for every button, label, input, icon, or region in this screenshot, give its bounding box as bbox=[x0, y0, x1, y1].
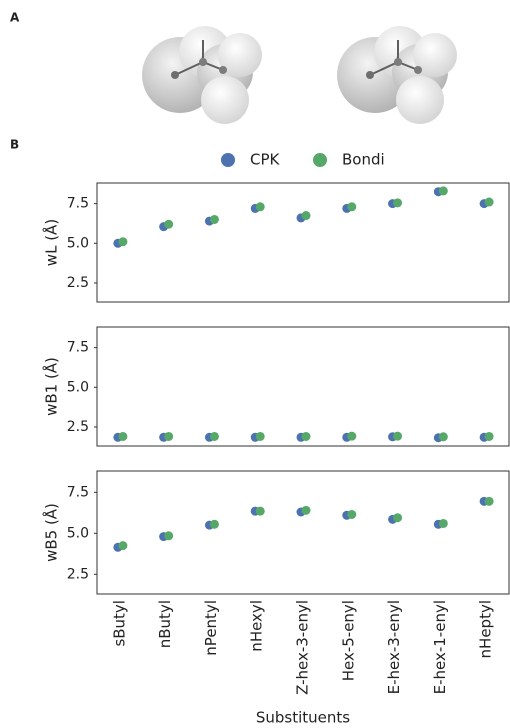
point bbox=[255, 431, 265, 441]
point bbox=[118, 541, 128, 551]
axes-frame bbox=[96, 326, 510, 447]
x-axis-label: Substituents bbox=[256, 709, 350, 727]
panel-label: A bbox=[10, 11, 20, 25]
y-tick-label: 2.5 bbox=[67, 566, 89, 582]
point bbox=[209, 214, 219, 224]
panel-label: B bbox=[10, 138, 19, 152]
y-tick-label: 7.5 bbox=[67, 196, 89, 212]
molecule bbox=[337, 26, 457, 124]
point bbox=[301, 505, 311, 515]
axes-frame bbox=[96, 470, 510, 595]
legend-marker bbox=[313, 153, 327, 167]
point bbox=[164, 531, 174, 541]
x-tick-label: E-hex-3-enyl bbox=[385, 600, 403, 694]
axes-frame bbox=[96, 182, 510, 303]
x-tick-label: nButyl bbox=[156, 600, 174, 648]
point bbox=[118, 431, 128, 441]
point bbox=[347, 431, 357, 441]
molecule bbox=[142, 26, 262, 124]
point bbox=[301, 431, 311, 441]
point bbox=[164, 219, 174, 229]
x-tick-label: nHeptyl bbox=[477, 600, 495, 658]
point bbox=[347, 202, 357, 212]
legend-label: Bondi bbox=[342, 151, 385, 169]
point bbox=[164, 431, 174, 441]
y-axis-label: wB1 (Å) bbox=[42, 357, 61, 416]
point bbox=[484, 431, 494, 441]
point bbox=[438, 518, 448, 528]
point bbox=[209, 431, 219, 441]
y-tick-label: 5.0 bbox=[67, 525, 89, 541]
point bbox=[255, 202, 265, 212]
point bbox=[301, 211, 311, 221]
x-tick-label: Hex-5-enyl bbox=[339, 600, 357, 681]
x-tick-label: nHexyl bbox=[248, 600, 266, 652]
point bbox=[484, 496, 494, 506]
y-tick-label: 2.5 bbox=[67, 275, 89, 291]
y-tick-label: 2.5 bbox=[67, 419, 89, 435]
point bbox=[393, 198, 403, 208]
legend-label: CPK bbox=[250, 151, 281, 169]
x-tick-label: nPentyl bbox=[202, 600, 220, 656]
legend-marker bbox=[221, 153, 235, 167]
y-axis-label: wB5 (Å) bbox=[42, 503, 61, 562]
point bbox=[118, 237, 128, 247]
point bbox=[438, 432, 448, 442]
x-tick-label: Z-hex-3-enyl bbox=[294, 600, 312, 695]
point bbox=[209, 519, 219, 529]
y-tick-label: 7.5 bbox=[67, 484, 89, 500]
y-tick-label: 7.5 bbox=[67, 340, 89, 356]
point bbox=[347, 509, 357, 519]
point bbox=[393, 513, 403, 523]
point bbox=[484, 197, 494, 207]
y-tick-label: 5.0 bbox=[67, 235, 89, 251]
point bbox=[393, 431, 403, 441]
y-axis-label: wL (Å) bbox=[42, 219, 61, 266]
point bbox=[255, 506, 265, 516]
x-tick-label: E-hex-1-enyl bbox=[431, 600, 449, 694]
x-tick-label: sButyl bbox=[110, 600, 128, 647]
point bbox=[438, 186, 448, 196]
y-tick-label: 5.0 bbox=[67, 379, 89, 395]
